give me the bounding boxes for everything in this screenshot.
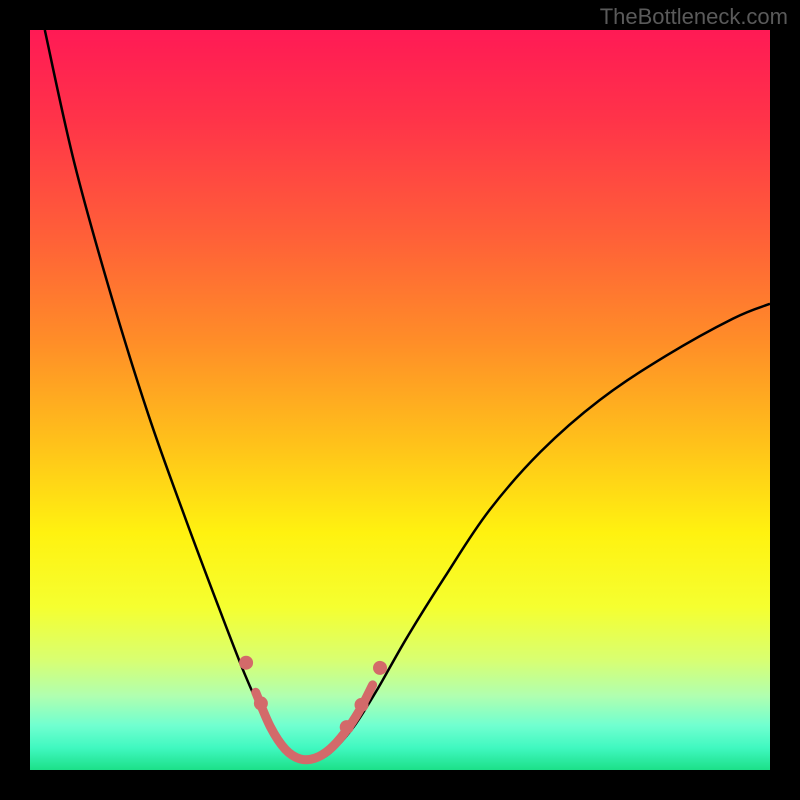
watermark-text: TheBottleneck.com: [600, 4, 788, 30]
bottleneck-chart: [30, 30, 770, 770]
gradient-background: [30, 30, 770, 770]
